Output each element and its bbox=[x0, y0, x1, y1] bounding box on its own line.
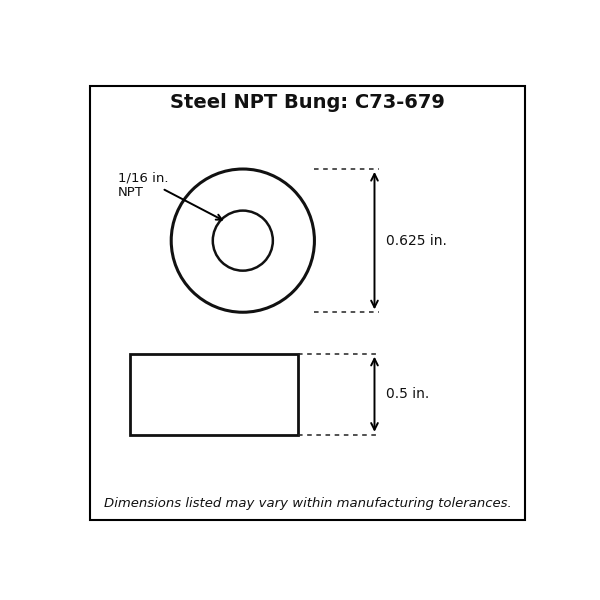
Text: Dimensions listed may vary within manufacturing tolerances.: Dimensions listed may vary within manufa… bbox=[104, 497, 511, 511]
Text: 0.625 in.: 0.625 in. bbox=[386, 233, 447, 248]
Text: 0.5 in.: 0.5 in. bbox=[386, 387, 429, 401]
Text: Steel NPT Bung: C73-679: Steel NPT Bung: C73-679 bbox=[170, 92, 445, 112]
Text: 1/16 in.
NPT: 1/16 in. NPT bbox=[118, 171, 169, 199]
Bar bbox=[130, 354, 298, 434]
